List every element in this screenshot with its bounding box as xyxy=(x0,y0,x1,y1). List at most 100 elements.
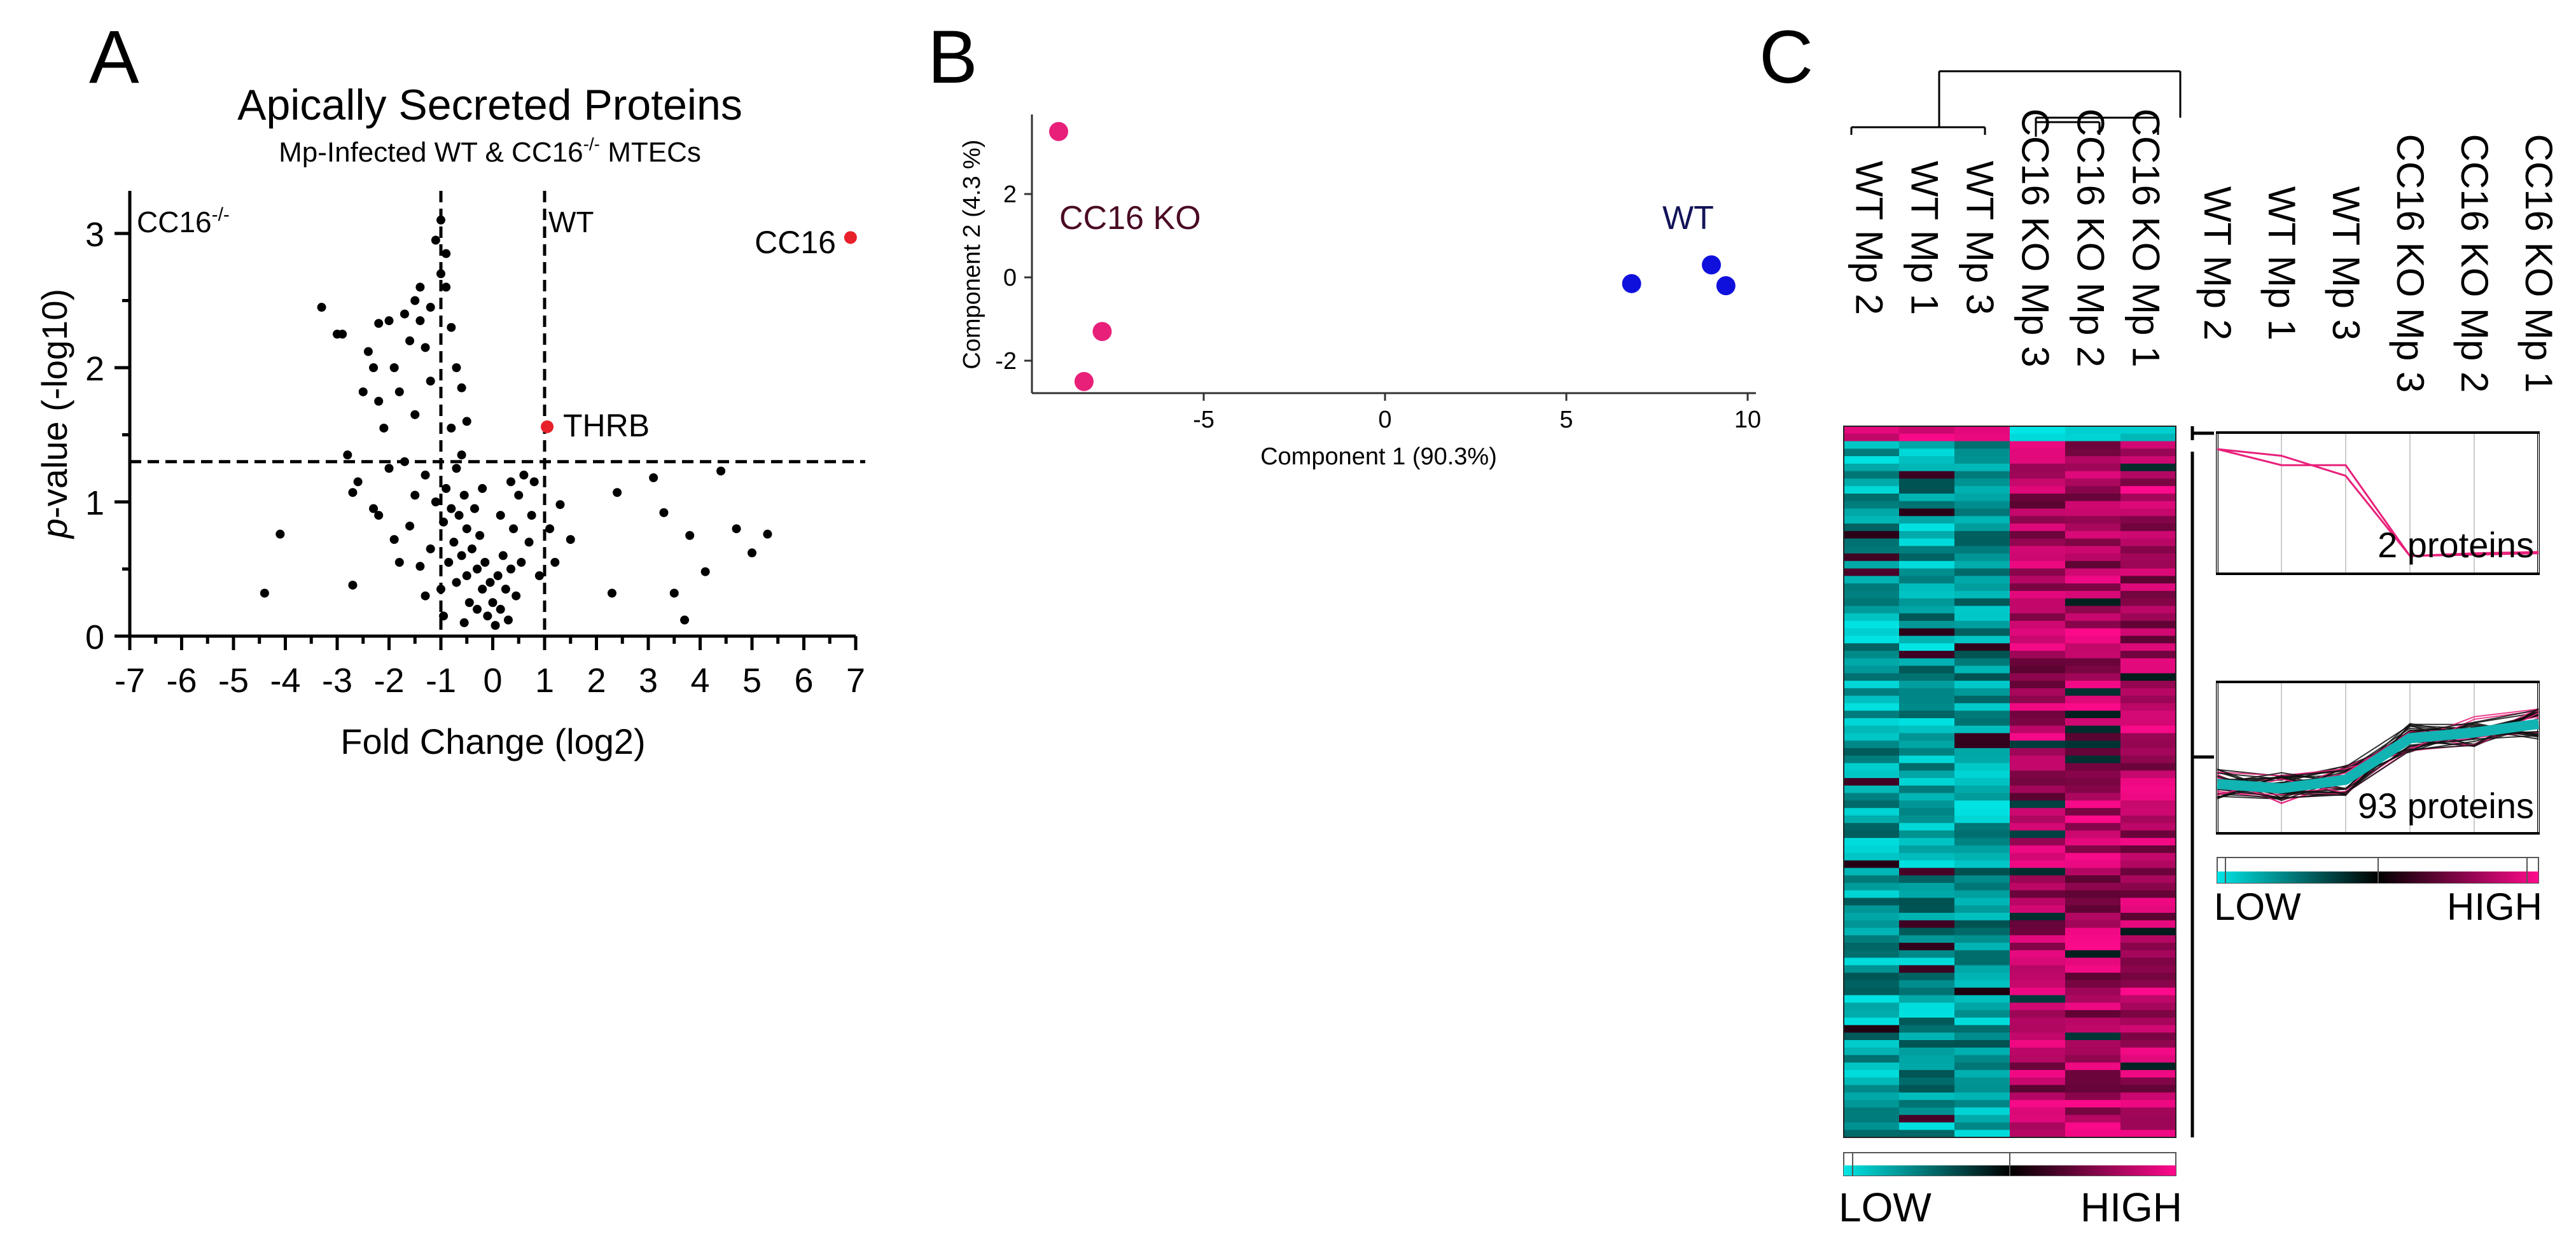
heatmap-cell xyxy=(2120,740,2176,749)
heatmap-cell xyxy=(2120,471,2176,479)
heatmap-cell xyxy=(1844,471,1900,479)
heatmap-cell xyxy=(1899,576,1955,584)
heatmap-cell xyxy=(1844,943,1900,951)
volcano-point xyxy=(447,323,456,332)
heatmap-cell xyxy=(1954,448,2010,457)
volcano-point xyxy=(363,347,373,356)
heatmap-cell xyxy=(1899,740,1955,749)
volcano-points xyxy=(260,215,857,630)
heatmap-cell xyxy=(1899,553,1955,562)
heatmap-cell xyxy=(2010,718,2066,726)
heatmap-cell xyxy=(1899,898,1955,906)
heatmap-cell xyxy=(1899,1077,1955,1086)
heatmap-cell xyxy=(1954,875,2010,884)
heatmap-cell xyxy=(2120,523,2176,532)
heatmap-cell xyxy=(1844,838,1900,846)
profile-scale-high: HIGH xyxy=(2447,885,2542,928)
heatmap-cell xyxy=(1844,478,1900,487)
volcano-point xyxy=(485,578,495,587)
volcano-x-tick-label: 1 xyxy=(535,662,554,700)
heatmap-cell xyxy=(1954,695,2010,704)
heatmap-cell xyxy=(1899,808,1955,816)
volcano-point xyxy=(467,544,477,553)
heatmap-cell xyxy=(1899,538,1955,546)
volcano-point xyxy=(457,551,466,560)
volcano-point xyxy=(394,557,404,567)
heatmap-cell xyxy=(1954,643,2010,651)
heatmap-cell xyxy=(2010,898,2066,906)
heatmap-cell xyxy=(1954,973,2010,981)
heatmap-cell xyxy=(1899,875,1955,884)
heatmap-cell xyxy=(2065,815,2121,824)
heatmap-cell xyxy=(2010,830,2066,838)
volcano-point xyxy=(410,490,420,500)
heatmap-cell xyxy=(2010,486,2066,494)
volcano-region-left-main: CC16 xyxy=(137,205,212,239)
heatmap-cell xyxy=(2010,965,2066,973)
heatmap-cell xyxy=(2120,1077,2176,1086)
heatmap-cell xyxy=(1954,583,2010,592)
heatmap-cell xyxy=(2065,830,2121,838)
heatmap-cell xyxy=(2065,1025,2121,1033)
heatmap-cell xyxy=(1844,695,1900,704)
heatmap-cell xyxy=(1899,606,1955,614)
heatmap-cell xyxy=(1954,478,2010,487)
heatmap-cell xyxy=(2010,1003,2066,1011)
heatmap-cell xyxy=(1954,471,2010,479)
heatmap-cell xyxy=(1844,628,1900,637)
heatmap-cell xyxy=(1954,718,2010,726)
heatmap-cell xyxy=(1844,523,1900,532)
volcano-point xyxy=(509,524,519,534)
heatmap-cell xyxy=(1844,681,1900,689)
heatmap-cell xyxy=(1844,905,1900,913)
heatmap-cell xyxy=(2010,658,2066,667)
heatmap-cell xyxy=(1844,973,1900,981)
heatmap-cell xyxy=(2120,973,2176,981)
heatmap-cell xyxy=(2010,456,2066,464)
heatmap-cell xyxy=(2120,778,2176,786)
heatmap-cell xyxy=(1899,695,1955,704)
heatmap-cell xyxy=(1954,912,2010,921)
heatmap-cell xyxy=(2120,486,2176,494)
heatmap-cell xyxy=(2120,651,2176,659)
heatmap-cell xyxy=(2120,995,2176,1003)
heatmap-cell xyxy=(1899,546,1955,554)
heatmap-cell xyxy=(1899,815,1955,824)
heatmap-cell xyxy=(2010,725,2066,734)
heatmap-cell xyxy=(1844,890,1900,899)
heatmap-cell xyxy=(1844,927,1900,936)
heatmap-cell xyxy=(1899,516,1955,524)
heatmap-cell xyxy=(1899,852,1955,861)
heatmap-cell xyxy=(1899,733,1955,741)
heatmap-cell xyxy=(1844,950,1900,959)
heatmap-cell xyxy=(2010,628,2066,637)
heatmap-cell xyxy=(2010,943,2066,951)
heatmap-cell xyxy=(1899,1062,1955,1071)
heatmap-cell xyxy=(2065,957,2121,966)
heatmap-cell xyxy=(1844,808,1900,816)
volcano-point xyxy=(519,470,529,480)
heatmap-cell xyxy=(2120,531,2176,539)
volcano-point xyxy=(317,303,326,312)
heatmap-cell xyxy=(1954,658,2010,667)
heatmap-cell xyxy=(2065,785,2121,794)
volcano-region-left: CC16-/- xyxy=(137,204,230,239)
heatmap-cell xyxy=(2010,688,2066,697)
heatmap-cell xyxy=(2010,463,2066,472)
heatmap-cell xyxy=(1844,815,1900,824)
volcano-x-tick-label: -1 xyxy=(426,662,456,700)
heatmap-cell xyxy=(2120,785,2176,794)
heatmap-cell xyxy=(2065,471,2121,479)
heatmap-cell xyxy=(1844,568,1900,576)
heatmap-cell xyxy=(2120,658,2176,667)
heatmap-cell xyxy=(2065,898,2121,906)
heatmap-cell xyxy=(1954,1115,2010,1123)
heatmap-cell xyxy=(2120,1085,2176,1093)
heatmap-cell xyxy=(1954,860,2010,868)
heatmap-cell xyxy=(2120,463,2176,472)
heatmap-cell xyxy=(1899,1055,1955,1063)
heatmap-cell xyxy=(2120,606,2176,614)
heatmap-cell xyxy=(2120,711,2176,719)
heatmap-cell xyxy=(1954,1010,2010,1018)
